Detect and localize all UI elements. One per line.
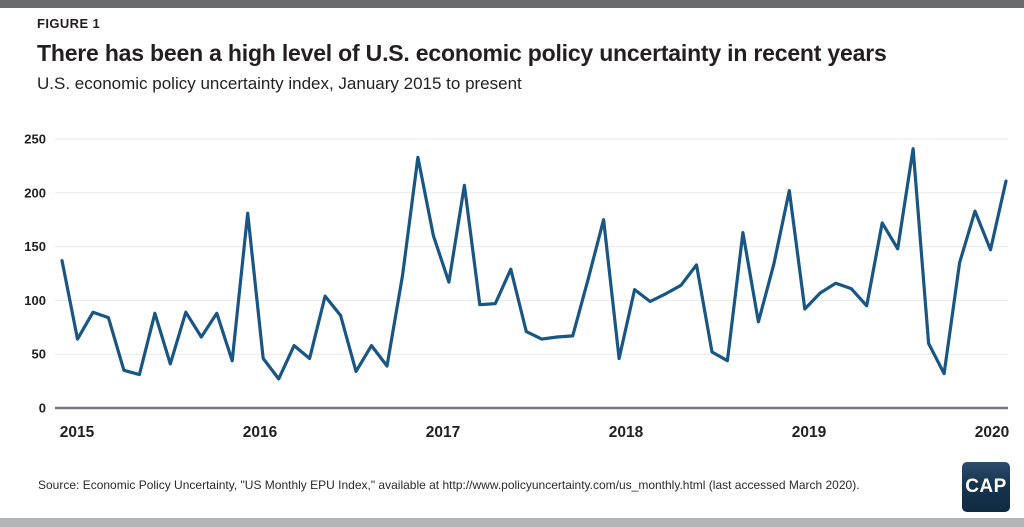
bottom-accent-bar — [0, 518, 1024, 527]
x-tick-label: 2016 — [243, 424, 278, 441]
cap-logo-text: CAP — [965, 476, 1007, 497]
y-tick-label: 200 — [24, 185, 46, 200]
y-tick-label: 0 — [39, 401, 46, 416]
figure-header: FIGURE 1 There has been a high level of … — [37, 16, 887, 94]
chart-svg: 0 50 100 150 200 250 2015 2016 2017 2018 2019 2020 — [24, 132, 1009, 442]
x-tick-label: 2017 — [426, 424, 460, 441]
y-tick-label: 50 — [32, 347, 46, 362]
x-tick-label: 2019 — [792, 424, 827, 441]
source-note: Source: Economic Policy Uncertainty, "US… — [38, 478, 860, 492]
y-tick-label: 150 — [24, 239, 46, 254]
cap-logo: CAP — [962, 462, 1010, 512]
chart-title: There has been a high level of U.S. econ… — [37, 40, 887, 66]
epu-index-line — [60, 147, 1008, 381]
y-tick-label: 100 — [24, 293, 46, 308]
x-tick-label: 2015 — [60, 424, 95, 441]
top-accent-bar — [0, 0, 1024, 8]
figure-label: FIGURE 1 — [37, 16, 101, 31]
epu-line-chart: 0 50 100 150 200 250 2015 2016 2017 2018 2019 2020 — [0, 115, 1024, 460]
y-tick-label: 250 — [24, 132, 46, 147]
x-tick-label: 2020 — [975, 424, 1009, 441]
x-tick-label: 2018 — [609, 424, 644, 441]
chart-subtitle: U.S. economic policy uncertainty index, … — [37, 74, 522, 93]
